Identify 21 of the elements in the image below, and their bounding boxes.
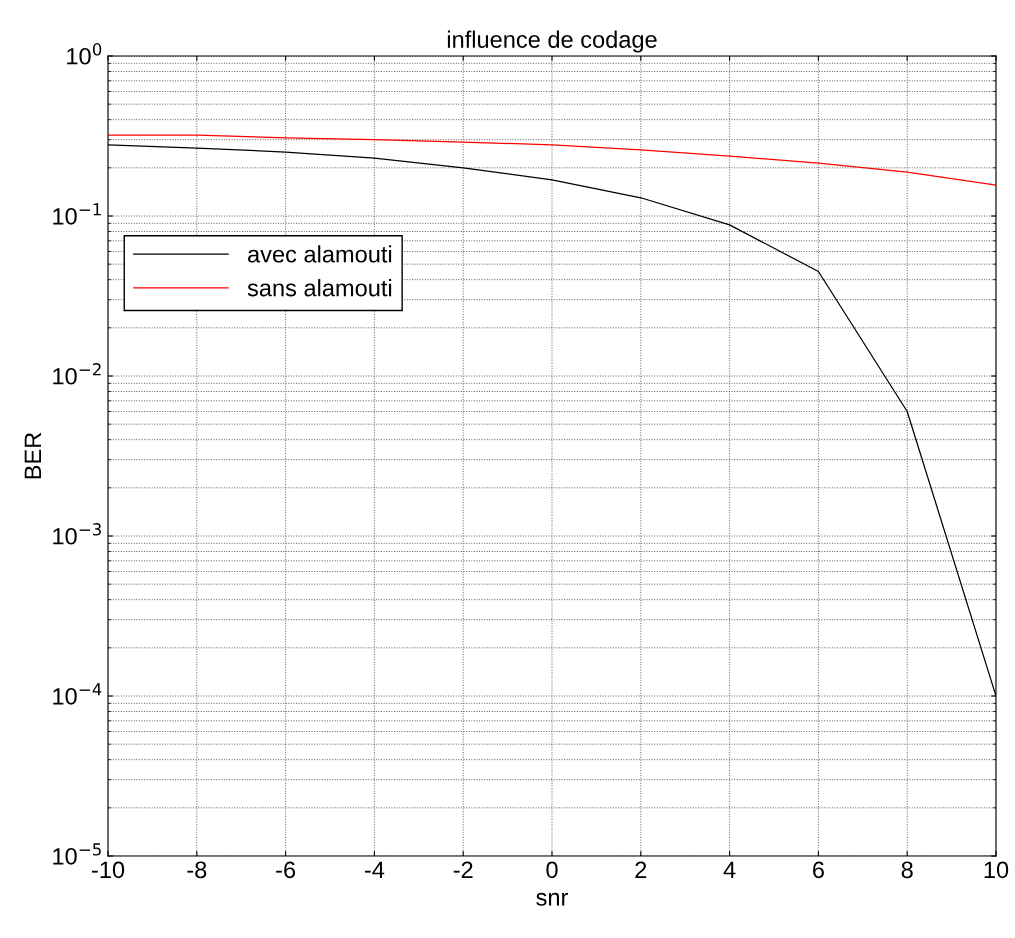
y-tick-label: 10$^{0}$ bbox=[67, 43, 102, 65]
x-tick-label: 8 bbox=[901, 861, 913, 879]
x-tick-label: 0 bbox=[546, 861, 558, 879]
x-tick-label: 4 bbox=[723, 861, 736, 878]
y-axis-title: BER bbox=[24, 432, 41, 479]
x-tick-label: 2 bbox=[635, 861, 647, 878]
x-tick-label: -4 bbox=[364, 861, 385, 878]
x-tick-label: -2 bbox=[453, 861, 473, 878]
y-tick-label: 10$^{−1}$ bbox=[53, 203, 101, 225]
x-axis-title: snr bbox=[536, 892, 569, 906]
x-tick-label: 10 bbox=[984, 861, 1009, 879]
legend-label: avec alamouti bbox=[248, 245, 392, 263]
x-tick-label: -8 bbox=[187, 861, 207, 879]
y-tick-label: 10$^{−3}$ bbox=[53, 523, 101, 545]
y-tick-label: 10$^{−2}$ bbox=[53, 363, 101, 385]
chart-title: influence de codage bbox=[447, 30, 657, 53]
x-tick-label: -6 bbox=[276, 861, 296, 879]
legend-label: sans alamouti bbox=[247, 279, 392, 297]
y-tick-label: 10$^{−4}$ bbox=[53, 683, 102, 705]
line-series bbox=[108, 134, 996, 186]
x-tick-label: 6 bbox=[813, 861, 824, 879]
